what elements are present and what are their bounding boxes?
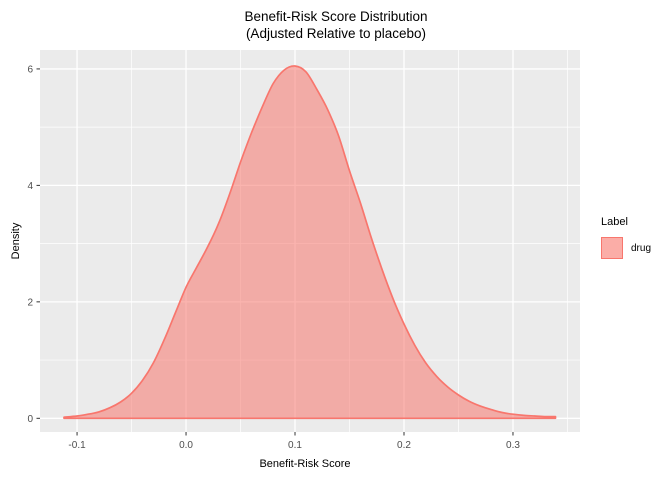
legend-item-label: drug: [631, 242, 652, 254]
x-tick-label: 0.2: [397, 440, 411, 451]
density-area-drug: [63, 65, 557, 420]
x-axis-title: Benefit-Risk Score: [259, 458, 351, 470]
x-tick-label: -0.1: [68, 440, 86, 451]
y-tick-label: 6: [27, 64, 33, 75]
x-tick-label: 0.3: [506, 440, 520, 451]
y-tick-label: 0: [27, 414, 33, 425]
legend: Label drug: [601, 216, 651, 259]
legend-item-drug: drug: [601, 237, 651, 259]
x-tick-label: 0.1: [288, 440, 302, 451]
plot-title: Benefit-Risk Score Distribution: [244, 9, 428, 24]
legend-title: Label: [601, 216, 628, 228]
y-tick-label: 4: [27, 181, 33, 192]
x-tick-label: 0.0: [179, 440, 193, 451]
plot-subtitle: (Adjusted Relative to placebo): [245, 26, 427, 41]
legend-swatch-icon: [601, 237, 623, 259]
y-tick-label: 2: [27, 297, 33, 308]
